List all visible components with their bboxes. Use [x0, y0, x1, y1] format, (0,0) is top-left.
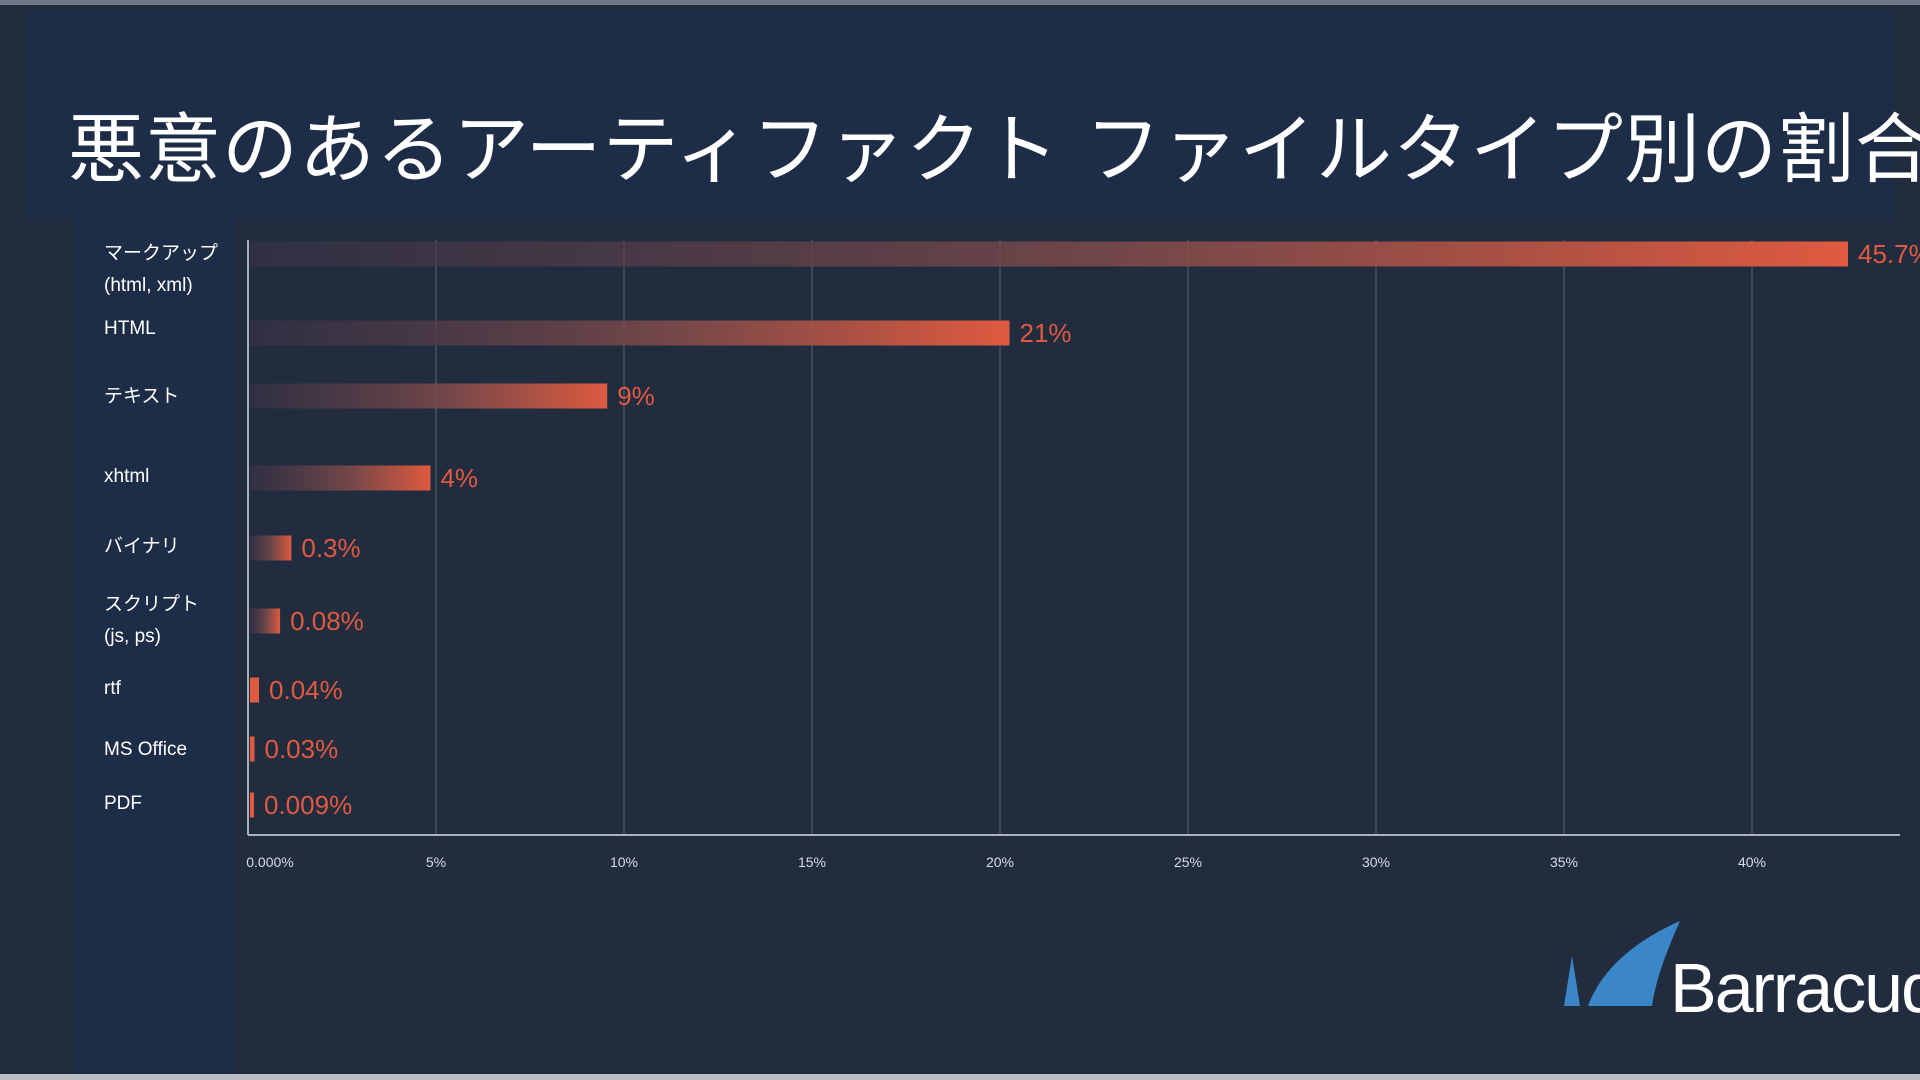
value-label: 0.08%	[290, 606, 364, 636]
value-label: 4%	[440, 463, 478, 493]
bar	[250, 677, 260, 703]
bar	[250, 320, 1010, 346]
x-tick-label: 35%	[1550, 854, 1578, 870]
bottom-rule	[0, 1074, 1920, 1080]
value-label: 9%	[617, 381, 655, 411]
bar	[250, 383, 608, 409]
title-band	[27, 10, 1893, 217]
category-label: xhtml	[104, 466, 150, 487]
x-tick-label: 20%	[986, 854, 1014, 870]
category-label: HTML	[104, 318, 156, 339]
bar	[250, 608, 281, 634]
x-tick-label: 40%	[1738, 854, 1766, 870]
x-tick-label: 5%	[426, 854, 446, 870]
value-label: 0.04%	[269, 675, 343, 705]
value-label: 0.3%	[301, 533, 360, 563]
x-tick-label: 25%	[1174, 854, 1202, 870]
category-label: スクリプト (js, ps)	[104, 594, 200, 647]
category-label: マークアップ (html, xml)	[104, 243, 219, 296]
value-label: 45.7%	[1858, 239, 1920, 269]
brand-name: Barracuda	[1670, 949, 1920, 1027]
top-rule	[0, 0, 1920, 5]
bar	[250, 241, 1848, 267]
category-label: バイナリ	[104, 536, 180, 557]
bar	[250, 535, 292, 561]
bar	[250, 736, 255, 762]
x-tick-label: 30%	[1362, 854, 1390, 870]
category-label: テキスト	[104, 386, 180, 407]
category-label-panel	[74, 217, 236, 1080]
x-tick-label: 0.000%	[246, 854, 293, 870]
value-label: 21%	[1020, 318, 1072, 348]
bar	[250, 465, 431, 491]
bar	[250, 792, 254, 818]
x-tick-label: 10%	[610, 854, 638, 870]
value-label: 0.009%	[264, 790, 352, 820]
category-label: rtf	[104, 678, 121, 699]
category-label: PDF	[104, 793, 142, 814]
chart-title: 悪意のあるアーティファクト ファイルタイプ別の割合	[68, 105, 1920, 194]
value-label: 0.03%	[265, 734, 339, 764]
barracuda-logo-icon	[1560, 918, 1680, 1014]
category-label: MS Office	[104, 739, 188, 760]
x-tick-label: 15%	[798, 854, 826, 870]
